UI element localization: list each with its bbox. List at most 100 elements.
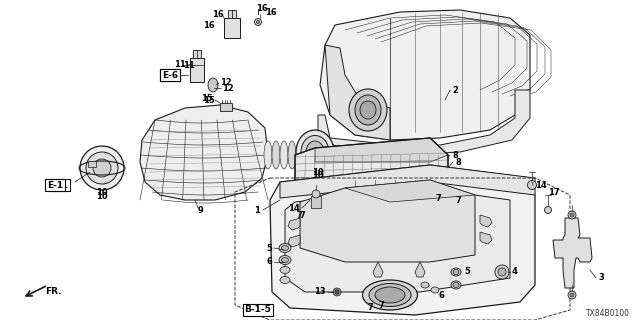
Text: 16: 16 (204, 20, 215, 29)
Text: 16: 16 (265, 7, 276, 17)
Text: 10: 10 (96, 191, 108, 201)
Bar (220, 103, 232, 111)
Bar (88, 161, 96, 167)
Text: TX84B0100: TX84B0100 (586, 308, 630, 317)
Circle shape (495, 265, 509, 279)
Ellipse shape (288, 141, 296, 169)
Ellipse shape (360, 101, 376, 119)
Circle shape (570, 293, 574, 297)
Text: 14: 14 (288, 204, 300, 212)
Text: 11: 11 (183, 60, 195, 69)
Polygon shape (295, 138, 448, 200)
Text: 10: 10 (96, 188, 108, 196)
Ellipse shape (282, 245, 289, 251)
Circle shape (335, 290, 339, 294)
Text: 7: 7 (378, 300, 384, 309)
Ellipse shape (421, 282, 429, 288)
Ellipse shape (431, 287, 439, 293)
Polygon shape (280, 165, 535, 198)
Ellipse shape (451, 268, 461, 276)
Ellipse shape (355, 95, 381, 125)
Text: 10: 10 (312, 167, 324, 177)
Text: E-6: E-6 (162, 70, 178, 79)
Text: 12: 12 (222, 84, 234, 92)
Circle shape (86, 152, 118, 184)
Text: 5: 5 (266, 244, 272, 252)
Text: 15: 15 (201, 93, 213, 102)
Bar (311, 196, 321, 208)
Polygon shape (480, 215, 492, 227)
Text: 7: 7 (296, 211, 302, 220)
Bar (228, 10, 236, 18)
Ellipse shape (279, 244, 291, 252)
Circle shape (93, 159, 111, 177)
Text: 7: 7 (299, 211, 305, 220)
Text: 9: 9 (197, 205, 203, 214)
Text: 16: 16 (212, 10, 224, 19)
Polygon shape (325, 45, 390, 140)
Ellipse shape (362, 280, 417, 310)
Circle shape (80, 146, 124, 190)
Bar (190, 58, 204, 82)
Circle shape (312, 190, 320, 198)
Ellipse shape (280, 267, 290, 274)
Polygon shape (345, 180, 475, 202)
Ellipse shape (453, 283, 459, 287)
Text: 6: 6 (438, 291, 444, 300)
Text: E-1: E-1 (52, 180, 68, 189)
Ellipse shape (282, 258, 289, 262)
Polygon shape (288, 218, 300, 230)
Bar (224, 18, 240, 38)
Text: 15: 15 (204, 95, 215, 105)
Text: 16: 16 (256, 4, 268, 12)
Polygon shape (415, 262, 425, 277)
Text: 11: 11 (174, 60, 186, 68)
Ellipse shape (304, 141, 312, 169)
Text: E-6: E-6 (162, 70, 178, 79)
Ellipse shape (208, 78, 218, 92)
Polygon shape (300, 180, 475, 262)
Circle shape (545, 206, 552, 213)
Circle shape (255, 19, 262, 26)
Ellipse shape (451, 281, 461, 289)
Polygon shape (373, 262, 383, 277)
Polygon shape (480, 232, 492, 244)
Polygon shape (270, 165, 535, 315)
Text: 7: 7 (367, 303, 373, 313)
Text: FR.: FR. (45, 287, 61, 297)
Text: 14: 14 (535, 180, 547, 189)
Ellipse shape (279, 255, 291, 265)
Text: 8: 8 (452, 150, 458, 159)
Ellipse shape (312, 141, 320, 169)
Text: 8: 8 (455, 157, 461, 166)
Polygon shape (140, 105, 268, 200)
Text: 12: 12 (220, 77, 232, 86)
Text: 17: 17 (548, 188, 559, 196)
Text: 7: 7 (455, 196, 461, 204)
Ellipse shape (349, 89, 387, 131)
Circle shape (527, 180, 536, 189)
Text: 6: 6 (266, 258, 272, 267)
Ellipse shape (264, 141, 272, 169)
Text: 4: 4 (512, 268, 518, 276)
Polygon shape (318, 90, 530, 155)
Circle shape (257, 20, 259, 23)
Circle shape (568, 291, 576, 299)
Polygon shape (320, 10, 530, 140)
Polygon shape (315, 138, 448, 162)
Ellipse shape (301, 135, 329, 169)
Circle shape (568, 211, 576, 219)
Text: 3: 3 (598, 274, 604, 283)
Text: 13: 13 (314, 287, 326, 297)
Ellipse shape (280, 141, 288, 169)
Text: 2: 2 (452, 85, 458, 94)
Text: 10: 10 (312, 171, 324, 180)
Circle shape (333, 288, 341, 296)
Text: 1: 1 (254, 205, 260, 214)
Text: B-1-5: B-1-5 (244, 306, 271, 315)
Ellipse shape (306, 141, 324, 163)
Ellipse shape (375, 287, 405, 303)
Ellipse shape (296, 141, 304, 169)
Ellipse shape (453, 269, 459, 275)
Ellipse shape (280, 276, 290, 284)
